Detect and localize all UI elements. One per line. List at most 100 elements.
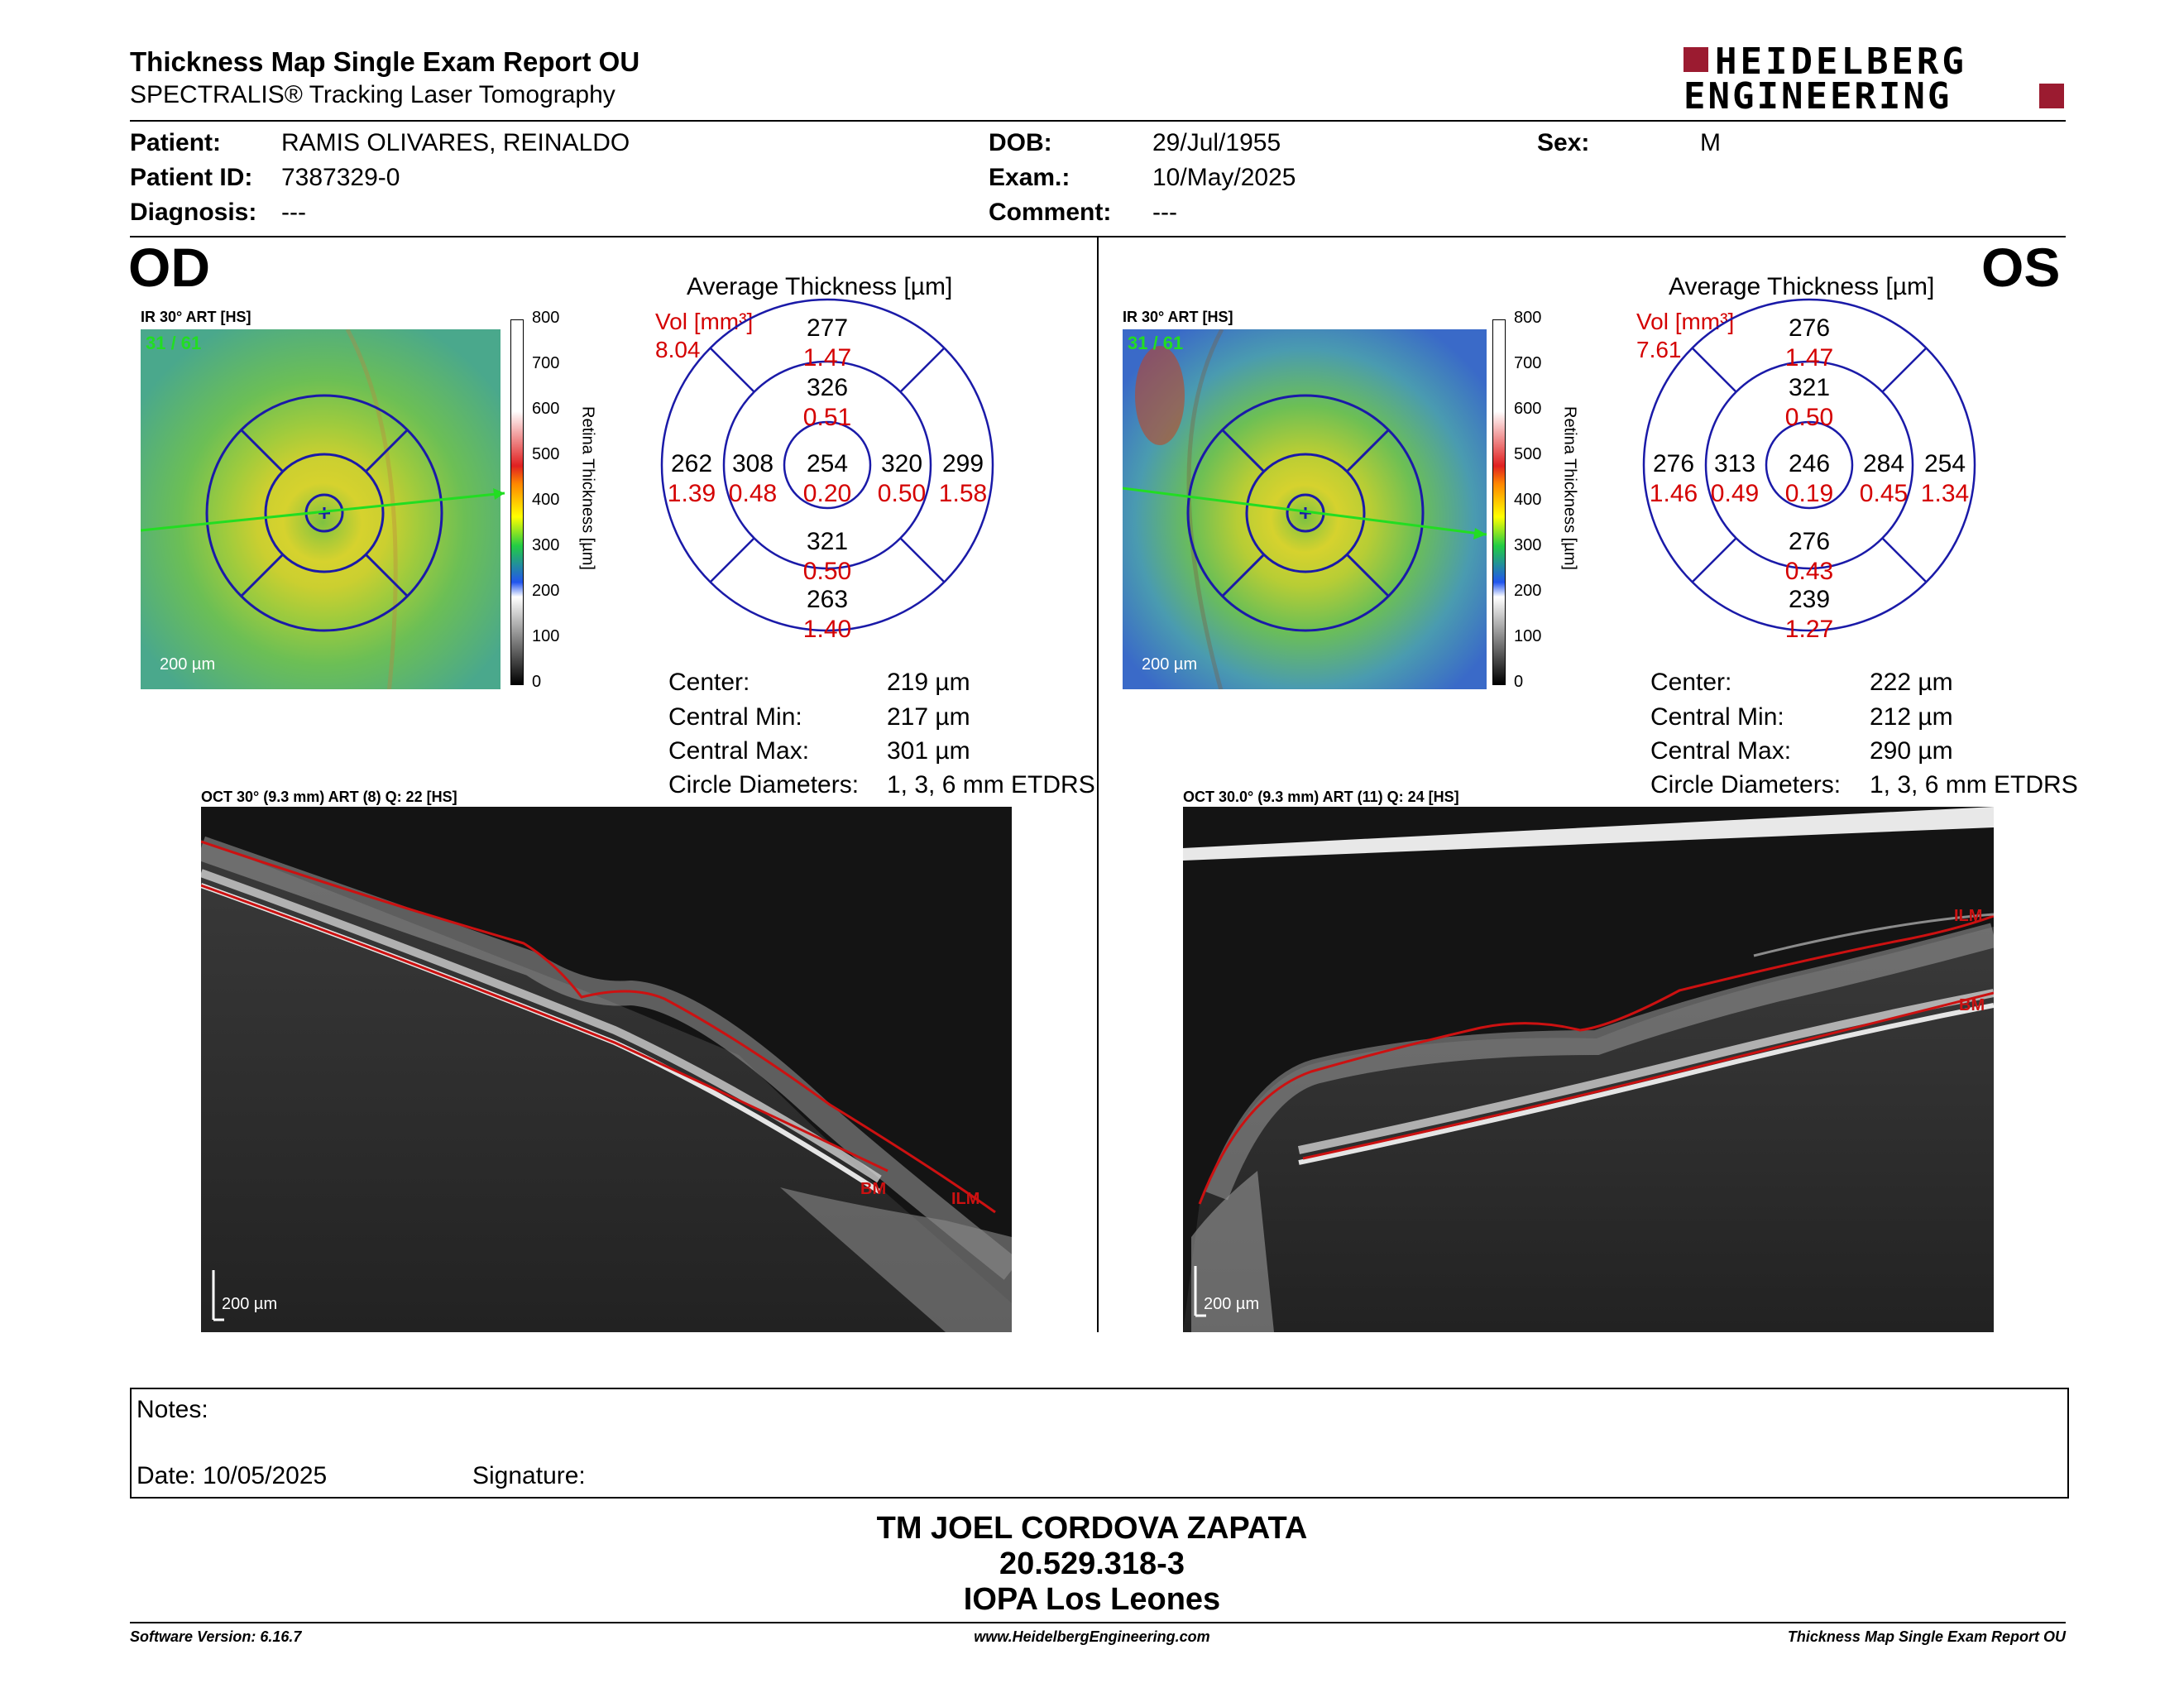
od-oct-svg bbox=[201, 807, 1012, 1332]
os-stat-diam-value: 1, 3, 6 mm ETDRS bbox=[1870, 771, 2078, 798]
od-inner-temp-vol: 0.48 bbox=[728, 480, 778, 507]
od-outer-inf-thk: 263 bbox=[806, 586, 849, 613]
os-inner-inf-thk: 276 bbox=[1788, 528, 1831, 555]
os-fundus-map bbox=[1123, 329, 1487, 693]
os-stat-max-label: Central Max: bbox=[1650, 737, 1792, 765]
os-inner-nasal-vol: 0.49 bbox=[1710, 480, 1760, 507]
logo-line2: ENGINEERING bbox=[1684, 75, 1952, 117]
od-center-vol: 0.20 bbox=[802, 480, 852, 507]
os-tick-700: 700 bbox=[1514, 354, 1542, 372]
footer-website[interactable]: www.HeidelbergEngineering.com bbox=[974, 1628, 1210, 1645]
os-stat-max-value: 290 µm bbox=[1870, 737, 1953, 765]
patient-label: Patient: bbox=[130, 129, 222, 156]
heidelberg-logo: HEIDELBERG ENGINEERING bbox=[1684, 41, 2068, 117]
od-tick-400: 400 bbox=[532, 491, 560, 509]
os-tick-100: 100 bbox=[1514, 627, 1542, 645]
od-eye-label: OD bbox=[128, 237, 210, 298]
od-outer-temp-thk: 262 bbox=[670, 450, 713, 477]
od-scale-label: 200 µm bbox=[160, 655, 216, 674]
notes-label: Notes: bbox=[136, 1396, 208, 1423]
os-eye-label: OS bbox=[1981, 237, 2061, 298]
os-colorbar-title: Retina Thickness [µm] bbox=[1560, 406, 1579, 570]
os-scale-label: 200 µm bbox=[1142, 655, 1198, 674]
od-inner-sup-thk: 326 bbox=[806, 374, 849, 401]
os-tick-0: 0 bbox=[1514, 673, 1524, 691]
os-ir-label: IR 30° ART [HS] bbox=[1123, 309, 1233, 325]
od-grid-values: 277 1.47 326 0.51 254 0.20 262 1.39 308 … bbox=[660, 298, 994, 643]
os-oct-bscan bbox=[1183, 807, 1994, 1332]
patient-id-label: Patient ID: bbox=[130, 164, 253, 191]
os-tick-800: 800 bbox=[1514, 309, 1542, 327]
os-oct-scale: 200 µm bbox=[1204, 1295, 1260, 1313]
dob-label: DOB: bbox=[989, 129, 1052, 156]
os-vol-total: 7.61 bbox=[1636, 337, 1682, 362]
signer-id: 20.529.318-3 bbox=[999, 1547, 1185, 1581]
os-outer-sup-thk: 276 bbox=[1788, 314, 1831, 342]
od-inner-inf-vol: 0.50 bbox=[802, 558, 852, 585]
od-tick-500: 500 bbox=[532, 445, 560, 463]
report-title: Thickness Map Single Exam Report OU bbox=[130, 46, 640, 77]
os-outer-sup-vol: 1.47 bbox=[1784, 344, 1834, 372]
os-stat-center-value: 222 µm bbox=[1870, 669, 1953, 696]
od-tick-600: 600 bbox=[532, 400, 560, 418]
os-ilm-label: ILM bbox=[1954, 907, 1983, 925]
od-outer-nasal-thk: 299 bbox=[941, 450, 984, 477]
od-outer-inf-vol: 1.40 bbox=[802, 616, 852, 643]
os-tick-400: 400 bbox=[1514, 491, 1542, 509]
od-stat-min-label: Central Min: bbox=[668, 703, 802, 731]
od-tick-700: 700 bbox=[532, 354, 560, 372]
od-center-thk: 254 bbox=[806, 450, 849, 477]
exam-label: Exam.: bbox=[989, 164, 1070, 191]
od-inner-temp-thk: 308 bbox=[731, 450, 774, 477]
patient-divider bbox=[130, 236, 2066, 237]
od-oct-label: OCT 30° (9.3 mm) ART (8) Q: 22 [HS] bbox=[201, 789, 457, 805]
od-tick-0: 0 bbox=[532, 673, 542, 691]
od-tick-300: 300 bbox=[532, 536, 560, 554]
comment-value: --- bbox=[1152, 199, 1177, 226]
os-colorbar-ticks: 800 700 600 500 400 300 200 100 0 bbox=[1514, 309, 1564, 698]
od-outer-sup-vol: 1.47 bbox=[802, 344, 852, 372]
od-colorbar-title: Retina Thickness [µm] bbox=[578, 406, 597, 570]
od-stat-center-label: Center: bbox=[668, 669, 750, 696]
footer-software: Software Version: 6.16.7 bbox=[130, 1628, 302, 1645]
os-outer-temp-thk: 254 bbox=[1923, 450, 1966, 477]
os-inner-temp-vol: 0.45 bbox=[1859, 480, 1909, 507]
od-stat-diam-value: 1, 3, 6 mm ETDRS bbox=[887, 771, 1095, 798]
od-vol-total: 8.04 bbox=[655, 337, 701, 362]
os-inner-temp-thk: 284 bbox=[1862, 450, 1905, 477]
os-oct-label: OCT 30.0° (9.3 mm) ART (11) Q: 24 [HS] bbox=[1183, 789, 1459, 805]
report-subtitle: SPECTRALIS® Tracking Laser Tomography bbox=[130, 81, 615, 108]
os-outer-nasal-vol: 1.46 bbox=[1649, 480, 1698, 507]
od-outer-sup-thk: 277 bbox=[806, 314, 849, 342]
od-oct-bscan bbox=[201, 807, 1012, 1332]
os-oct-svg bbox=[1183, 807, 1994, 1332]
od-outer-temp-vol: 1.39 bbox=[667, 480, 716, 507]
os-inner-sup-thk: 321 bbox=[1788, 374, 1831, 401]
os-stat-diam-label: Circle Diameters: bbox=[1650, 771, 1842, 798]
sex-label: Sex: bbox=[1537, 129, 1590, 156]
patient-value: RAMIS OLIVARES, REINALDO bbox=[281, 129, 630, 156]
os-stat-center-label: Center: bbox=[1650, 669, 1732, 696]
os-inner-nasal-thk: 313 bbox=[1713, 450, 1756, 477]
od-etdrs-overlay bbox=[141, 394, 505, 632]
od-ilm-label: ILM bbox=[951, 1190, 980, 1208]
patient-id-value: 7387329-0 bbox=[281, 164, 400, 191]
od-outer-nasal-vol: 1.58 bbox=[938, 480, 988, 507]
os-outer-nasal-thk: 276 bbox=[1652, 450, 1695, 477]
os-colorbar bbox=[1492, 319, 1506, 685]
signer-name: TM JOEL CORDOVA ZAPATA bbox=[876, 1511, 1308, 1546]
os-tick-300: 300 bbox=[1514, 536, 1542, 554]
footer-divider bbox=[130, 1622, 2066, 1623]
od-tick-200: 200 bbox=[532, 582, 560, 600]
notes-box: Notes: Date: 10/05/2025 Signature: bbox=[130, 1388, 2069, 1499]
od-tick-800: 800 bbox=[532, 309, 560, 327]
os-outer-inf-vol: 1.27 bbox=[1784, 616, 1834, 643]
od-oct-scale: 200 µm bbox=[222, 1295, 278, 1313]
os-vol-label: Vol [mm³] bbox=[1636, 309, 1735, 334]
od-inner-sup-vol: 0.51 bbox=[802, 404, 852, 431]
os-outer-inf-thk: 239 bbox=[1788, 586, 1831, 613]
os-center-thk: 246 bbox=[1788, 450, 1831, 477]
logo-line1: HEIDELBERG bbox=[1715, 41, 1967, 83]
od-fundus-map bbox=[141, 329, 505, 693]
od-ir-label: IR 30° ART [HS] bbox=[141, 309, 251, 325]
